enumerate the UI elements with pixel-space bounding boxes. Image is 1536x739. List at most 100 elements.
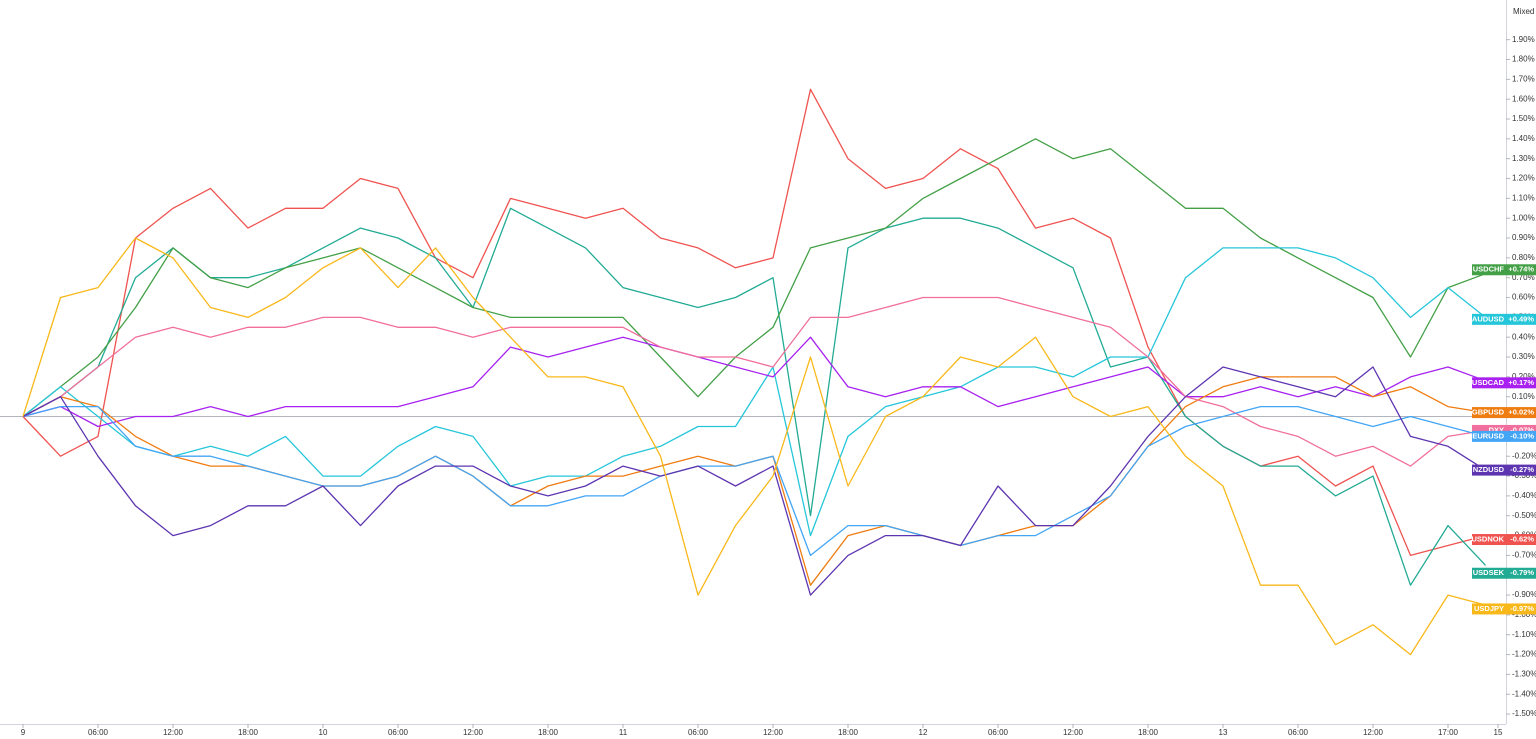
value-label: -0.97% — [1510, 604, 1534, 613]
y-tick-label: 0.80% — [1512, 253, 1535, 262]
y-tick-label: 0.40% — [1512, 332, 1535, 341]
value-label: +0.49% — [1508, 314, 1534, 323]
y-tick-label: -1.50% — [1512, 709, 1536, 718]
y-tick-label: 0.70% — [1512, 273, 1535, 282]
badge-name-bg — [1472, 264, 1506, 276]
y-tick-label: 0.60% — [1512, 293, 1535, 302]
series-line — [22, 138, 1486, 418]
badge-value-bg — [1506, 464, 1536, 476]
legend-label: EURUSD — [1472, 431, 1504, 440]
price-badge: USDCAD +0.17% — [1472, 377, 1536, 389]
legend-label: USDJPY — [1474, 604, 1504, 613]
legend-label: GBPUSD — [1472, 408, 1505, 417]
x-tick-label: 13 — [1219, 728, 1228, 737]
legend-label: DXY — [1489, 425, 1504, 434]
value-label: +0.17% — [1508, 378, 1534, 387]
value-label: -0.10% — [1510, 431, 1534, 440]
legend-label: USDSEK — [1473, 568, 1505, 577]
y-tick-label: 1.40% — [1512, 134, 1535, 143]
badge-value-bg — [1506, 313, 1536, 325]
badge-value-bg — [1506, 567, 1536, 579]
y-tick-label: -0.70% — [1512, 551, 1536, 560]
badge-name-bg — [1472, 567, 1506, 579]
value-label: -0.27% — [1510, 465, 1534, 474]
x-tick-label: 06:00 — [1288, 728, 1309, 737]
y-tick-label: 1.70% — [1512, 74, 1535, 83]
x-tick-label: 18:00 — [838, 728, 859, 737]
price-badge: NZDUSD -0.27% — [1472, 464, 1536, 476]
badge-value-bg — [1506, 377, 1536, 389]
legend-label: USDNOK — [1471, 535, 1504, 544]
price-badge: DXY -0.07% — [1472, 424, 1536, 436]
badge-value-bg — [1506, 424, 1536, 436]
badge-value-bg — [1506, 264, 1536, 276]
legend-label: USDCAD — [1472, 378, 1505, 387]
price-badge: USDNOK -0.62% — [1471, 534, 1536, 546]
badge-value-bg — [1506, 603, 1536, 615]
scale-mode[interactable]: Mixed — [1513, 7, 1534, 16]
series-line — [22, 296, 1486, 467]
series-line — [22, 247, 1486, 537]
badge-name-bg — [1472, 603, 1506, 615]
y-tick-label: 0.20% — [1512, 372, 1535, 381]
x-tick-label: 06:00 — [688, 728, 709, 737]
badge-value-bg — [1506, 430, 1536, 442]
badge-value-bg — [1506, 407, 1536, 419]
y-tick-label: -1.40% — [1512, 689, 1536, 698]
x-tick-label: 06:00 — [988, 728, 1009, 737]
badge-name-bg — [1472, 464, 1506, 476]
y-tick-label: 1.80% — [1512, 55, 1535, 64]
y-tick-label: -0.90% — [1512, 590, 1536, 599]
price-badge: USDSEK -0.79% — [1472, 567, 1536, 579]
legend-label: USDCHF — [1473, 265, 1505, 274]
x-tick-label: 12:00 — [1363, 728, 1384, 737]
y-tick-label: 1.90% — [1512, 35, 1535, 44]
value-label: -0.07% — [1510, 425, 1534, 434]
badge-name-bg — [1472, 430, 1506, 442]
price-badge: AUDUSD +0.49% — [1472, 313, 1536, 325]
y-tick-label: 1.60% — [1512, 94, 1535, 103]
value-label: +0.02% — [1508, 408, 1534, 417]
series-line — [22, 207, 1486, 586]
badge-name-bg — [1472, 424, 1506, 436]
series-line — [22, 336, 1486, 428]
y-tick-label: 0.10% — [1512, 392, 1535, 401]
x-tick-label: 11 — [619, 728, 628, 737]
y-tick-label: -0.40% — [1512, 491, 1536, 500]
x-tick-label: 10 — [319, 728, 328, 737]
y-tick-label: 1.00% — [1512, 213, 1535, 222]
x-tick-label: 18:00 — [1138, 728, 1159, 737]
series-line — [22, 366, 1486, 596]
x-tick-label: 12:00 — [163, 728, 184, 737]
y-tick-label: -1.10% — [1512, 630, 1536, 639]
y-tick-label: -0.30% — [1512, 471, 1536, 480]
x-tick-label: 17:00 — [1438, 728, 1459, 737]
x-tick-label: 12:00 — [1063, 728, 1084, 737]
x-tick-label: 18:00 — [238, 728, 259, 737]
y-tick-label: -1.30% — [1512, 670, 1536, 679]
series-line — [22, 405, 1486, 557]
y-tick-label: 0.30% — [1512, 352, 1535, 361]
x-tick-label: 12:00 — [763, 728, 784, 737]
value-label: -0.79% — [1510, 568, 1534, 577]
legend-label: AUDUSD — [1472, 314, 1505, 323]
badge-name-bg — [1472, 313, 1506, 325]
y-tick-label: 1.10% — [1512, 193, 1535, 202]
y-tick-label: -1.00% — [1512, 610, 1536, 619]
y-tick-label: 0.90% — [1512, 233, 1535, 242]
y-tick-label: 1.30% — [1512, 154, 1535, 163]
price-badge: USDCHF +0.74% — [1472, 264, 1536, 276]
price-badge: EURUSD -0.10% — [1472, 430, 1536, 442]
y-tick-label: -0.20% — [1512, 451, 1536, 460]
value-label: +0.74% — [1508, 265, 1534, 274]
y-tick-label: 1.50% — [1512, 114, 1535, 123]
x-tick-label: 18:00 — [538, 728, 559, 737]
badge-name-bg — [1472, 534, 1506, 546]
x-tick-label: 15 — [1494, 728, 1503, 737]
badge-value-bg — [1506, 534, 1536, 546]
badge-name-bg — [1472, 377, 1506, 389]
y-tick-label: 1.20% — [1512, 174, 1535, 183]
x-tick-label: 12 — [919, 728, 928, 737]
